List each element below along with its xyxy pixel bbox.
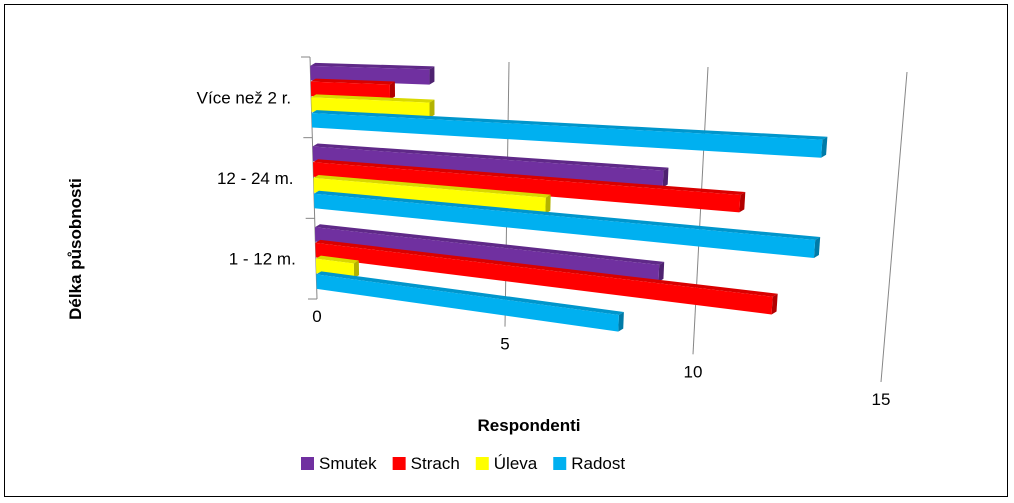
legend: Smutek Strach Úleva Radost xyxy=(301,454,625,473)
gridline-15 xyxy=(881,72,907,382)
legend-label-2: Úleva xyxy=(494,454,538,473)
legend-label-0: Smutek xyxy=(319,454,377,473)
bar-end-face xyxy=(354,260,359,278)
x-tick-label-1: 5 xyxy=(500,335,509,354)
y-tick-label-1: 12 - 24 m. xyxy=(217,169,294,188)
gridline-10 xyxy=(693,67,708,354)
bar-end-face xyxy=(390,82,395,100)
bars xyxy=(310,63,827,332)
bar-end-face xyxy=(618,312,624,332)
y-tick-label-0: 1 - 12 m. xyxy=(229,250,296,269)
x-axis-title: Respondenti xyxy=(478,416,581,435)
x-tick-label-2: 10 xyxy=(684,362,703,381)
legend-label-1: Strach xyxy=(411,454,460,473)
legend-swatch-1 xyxy=(393,457,406,470)
bar-chart: 0 5 10 15 Více než 2 r. 12 - 24 m. 1 - 12 m. D… xyxy=(5,5,1009,498)
bar-end-face xyxy=(663,168,669,188)
legend-swatch-0 xyxy=(301,457,314,470)
bar-end-face xyxy=(545,195,550,214)
bar-end-face xyxy=(429,100,434,118)
y-axis-title: Délka působnosti xyxy=(66,178,85,320)
x-tick-label-0: 0 xyxy=(312,307,321,326)
x-tick-label-3: 15 xyxy=(872,390,891,409)
chart-frame: 0 5 10 15 Více než 2 r. 12 - 24 m. 1 - 12 m. D… xyxy=(4,4,1008,497)
bar-end-face xyxy=(429,66,434,84)
legend-swatch-3 xyxy=(553,457,566,470)
legend-label-3: Radost xyxy=(571,454,625,473)
bar-end-face xyxy=(658,262,664,282)
legend-swatch-2 xyxy=(476,457,489,470)
y-tick-label-2: Více než 2 r. xyxy=(197,88,292,107)
